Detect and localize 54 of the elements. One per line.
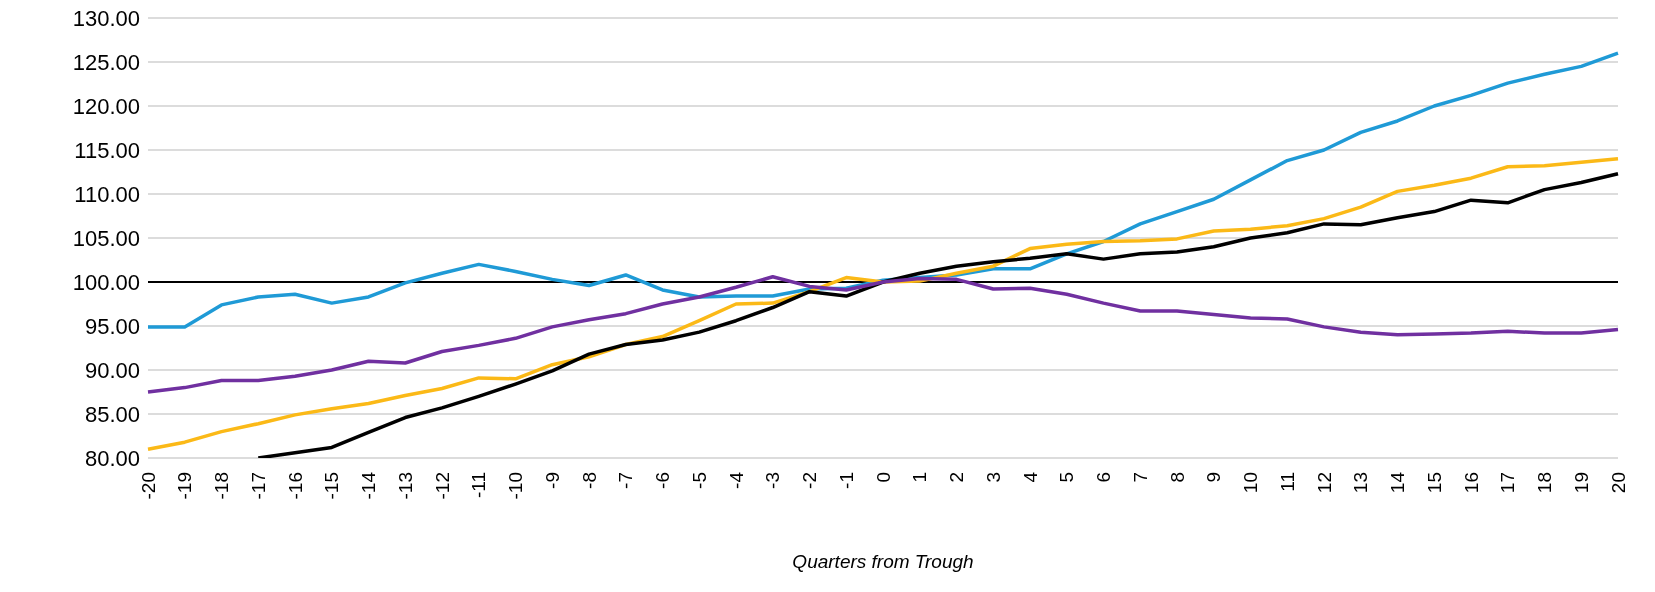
y-tick-label: 120.00	[72, 93, 140, 119]
x-tick-label: 3	[982, 472, 1004, 483]
x-tick-label: 17	[1497, 472, 1519, 494]
x-tick-label: 6	[1093, 472, 1114, 483]
y-tick-label: 125.00	[72, 49, 140, 75]
x-tick-label: -11	[468, 472, 490, 499]
x-tick-label: 1	[909, 472, 931, 483]
x-tick-label: -9	[541, 472, 563, 489]
y-tick-label: 80.00	[84, 445, 140, 471]
x-tick-label: 18	[1534, 472, 1555, 494]
x-tick-label: -2	[799, 472, 820, 489]
x-tick-label: -8	[578, 472, 600, 489]
x-tick-label: 7	[1129, 472, 1151, 483]
x-tick-label: 14	[1387, 471, 1408, 494]
x-tick-label: 4	[1019, 471, 1041, 483]
x-tick-label: 2	[946, 472, 967, 483]
x-tick-label: -20	[137, 472, 159, 500]
x-tick-label: 8	[1166, 472, 1188, 483]
y-tick-label: 90.00	[84, 357, 140, 383]
x-tick-label: 16	[1460, 472, 1482, 494]
x-tick-label: 20	[1607, 472, 1629, 494]
x-tick-label: -6	[652, 472, 673, 489]
x-tick-label: -1	[835, 472, 857, 489]
x-tick-label: 13	[1350, 472, 1372, 494]
x-tick-label: -12	[431, 472, 453, 500]
x-tick-label: -10	[505, 472, 526, 500]
x-tick-label: 9	[1203, 472, 1225, 483]
x-tick-label: -13	[394, 472, 416, 500]
y-tick-label: 110.00	[74, 181, 140, 207]
x-tick-label: -19	[174, 472, 196, 500]
y-tick-label: 95.00	[84, 313, 140, 339]
x-tick-label: 19	[1570, 472, 1592, 494]
y-tick-label: 130.00	[72, 5, 140, 31]
x-tick-label: 12	[1313, 472, 1335, 494]
y-tick-label: 105.00	[72, 225, 140, 251]
x-tick-label: 10	[1240, 472, 1261, 494]
x-tick-label: -7	[615, 472, 637, 489]
x-tick-label: -4	[725, 471, 747, 489]
line-series	[146, 274, 1620, 394]
x-tick-label: -14	[358, 471, 379, 500]
y-tick-label: 100.00	[72, 269, 140, 295]
x-tick-label: 0	[872, 472, 894, 483]
y-tick-label: 85.00	[84, 401, 140, 427]
x-tick-label: -3	[762, 472, 784, 489]
x-tick-label: -18	[211, 472, 232, 500]
x-axis-title: Quarters from Trough	[792, 551, 974, 572]
y-tick-label: 115.00	[74, 137, 140, 163]
x-tick-label: -16	[284, 472, 306, 500]
x-tick-label: 5	[1056, 472, 1078, 483]
x-tick-label: 11	[1276, 472, 1298, 492]
x-tick-label: 15	[1423, 472, 1445, 494]
x-tick-label: -17	[247, 472, 269, 500]
x-tick-label: -5	[688, 472, 710, 489]
x-tick-label: -15	[321, 472, 343, 500]
